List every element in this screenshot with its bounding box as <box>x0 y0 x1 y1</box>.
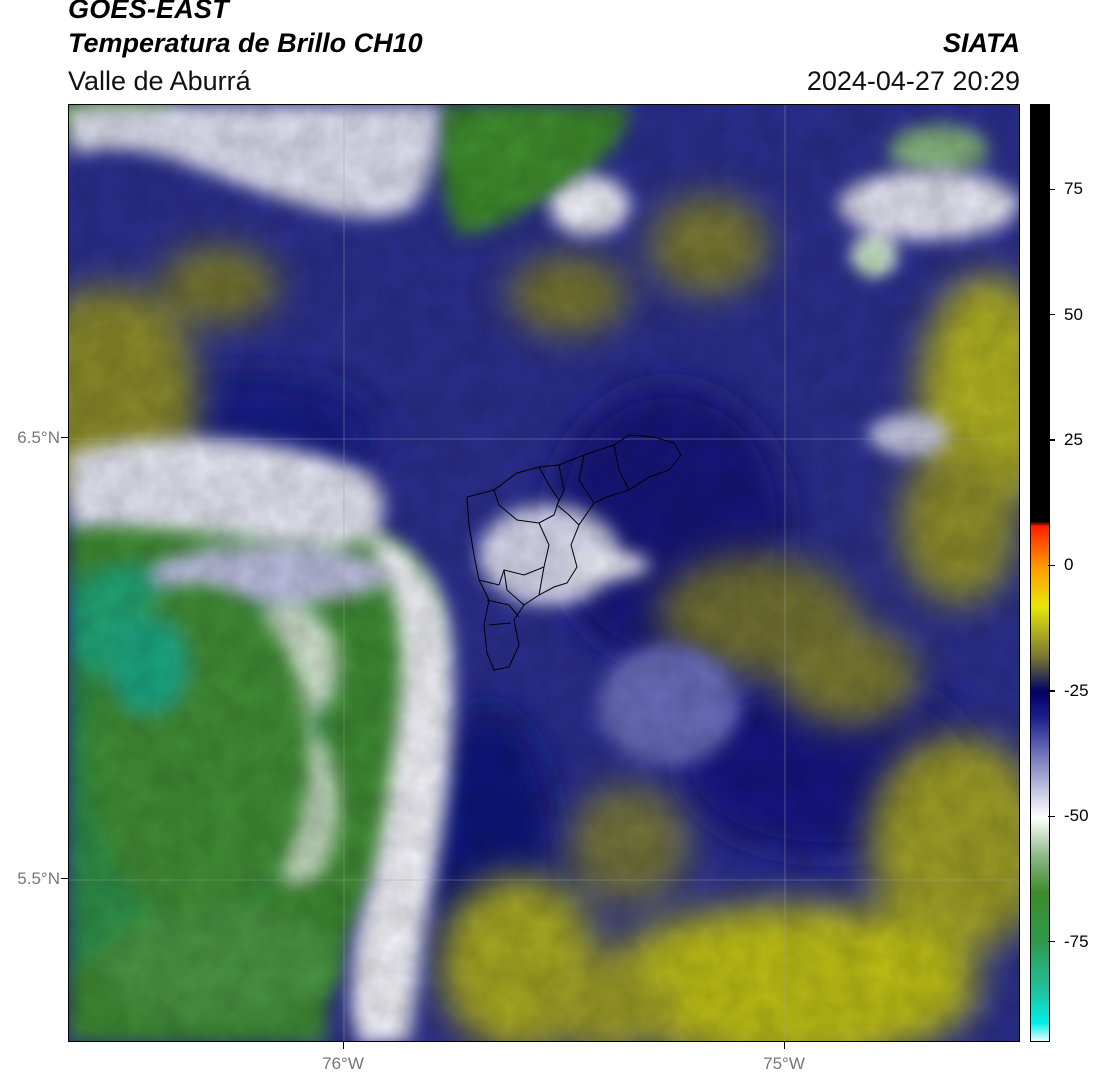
colorbar-tick-label: 75 <box>1064 179 1083 199</box>
brightness-temperature-map <box>68 104 1020 1042</box>
boundary-envigado <box>538 566 545 596</box>
colorbar-tick-mark <box>1048 439 1055 441</box>
tick-6-5n <box>61 437 68 439</box>
colorbar-tick-label: 0 <box>1064 555 1074 575</box>
tick-5-5n <box>61 878 68 880</box>
map-gridlines <box>69 105 1019 1041</box>
colorbar-tick-mark <box>1048 313 1055 316</box>
longitude-label-75w: 75°W <box>763 1054 805 1073</box>
colorbar-tick-mark <box>1048 564 1055 567</box>
colorbar-tick-mark <box>1048 188 1055 190</box>
region-label: Valle de Aburrá <box>68 66 251 96</box>
tick-75w <box>784 1042 786 1049</box>
colorbar-tick-label: 25 <box>1064 430 1083 450</box>
boundary-itagui <box>503 569 525 606</box>
boundary-girardota <box>578 454 595 504</box>
map-texture <box>69 105 1019 1041</box>
colorbar-tick-label: -25 <box>1064 680 1089 700</box>
satellite-title: GOES-EAST <box>68 0 229 24</box>
datetime-label: 2024-04-27 20:29 <box>806 66 1020 96</box>
municipal-boundaries <box>466 434 682 671</box>
boundary-barbosa <box>613 444 630 491</box>
boundary-la-estrella <box>478 579 500 586</box>
colorbar-tick-label: 50 <box>1064 304 1083 324</box>
colorbar-tick-mark <box>1048 940 1055 943</box>
boundary-sabaneta <box>486 599 520 618</box>
boundary-medellin <box>498 522 550 586</box>
temperature-colorbar <box>1030 104 1050 1042</box>
colorbar-tick-label: -75 <box>1064 931 1089 951</box>
colorbar-tick-mark <box>1048 690 1055 692</box>
latitude-label-6-5n: 6.5°N <box>17 428 60 447</box>
map-canvas <box>69 105 1019 1041</box>
boundary-outline <box>466 434 682 671</box>
boundary-bello <box>493 466 560 524</box>
product-title: Temperatura de Brillo CH10 <box>68 28 423 58</box>
colorbar-gradient <box>1031 105 1049 1041</box>
colorbar-tick-label: -50 <box>1064 806 1089 826</box>
longitude-label-76w: 76°W <box>322 1054 364 1073</box>
colorbar-tick-mark <box>1048 815 1055 817</box>
tick-76w <box>343 1042 345 1049</box>
latitude-label-5-5n: 5.5°N <box>17 869 60 888</box>
organization-label: SIATA <box>943 28 1020 58</box>
boundary-copacabana <box>556 464 580 526</box>
boundary-caldas <box>488 622 512 626</box>
colorbar-fill <box>1031 105 1049 1041</box>
